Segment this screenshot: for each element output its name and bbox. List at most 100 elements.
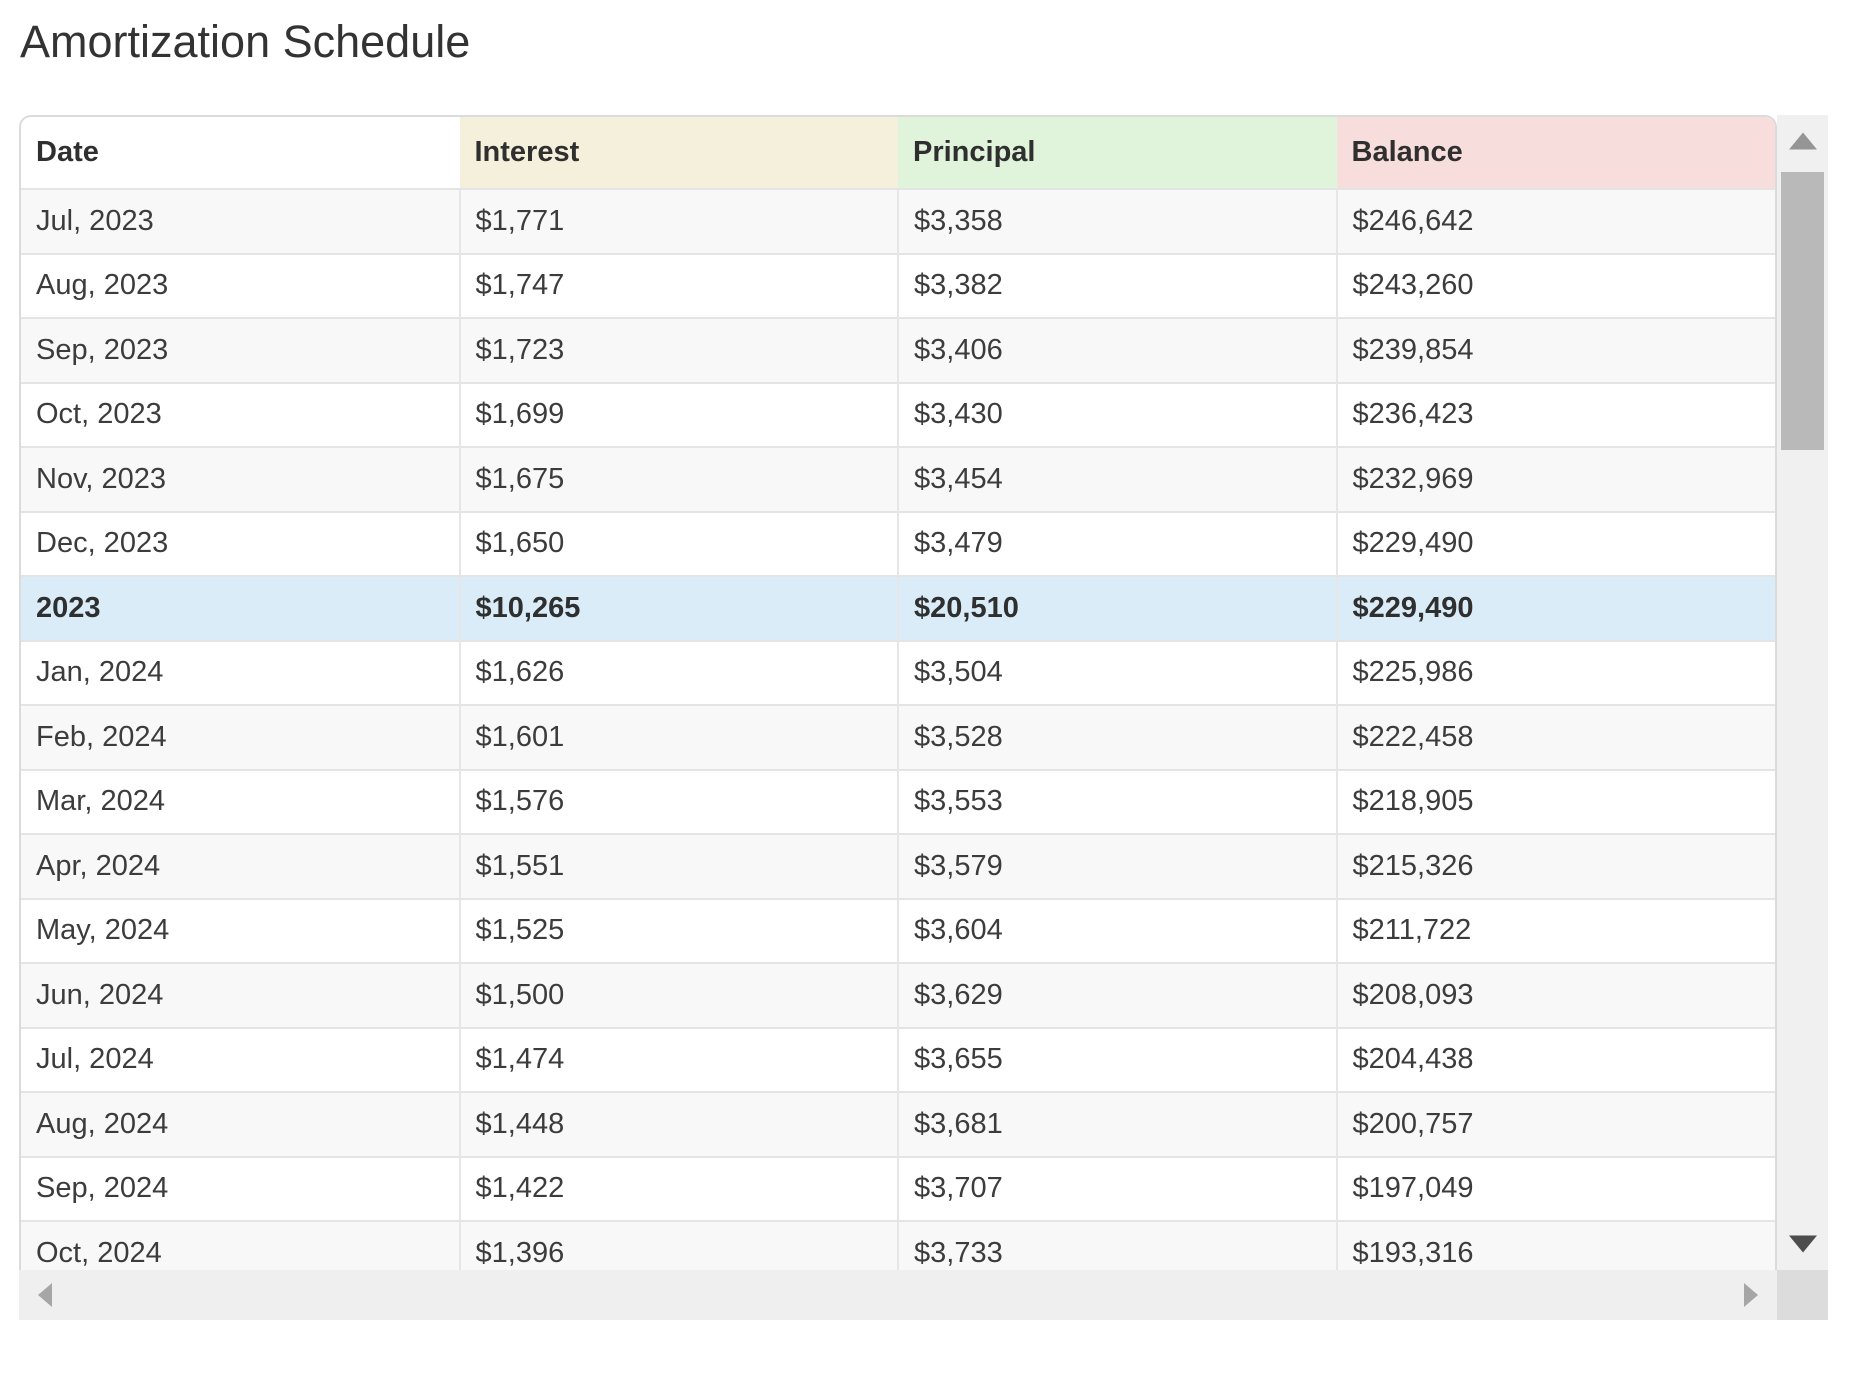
date-cell: Nov, 2023 — [21, 446, 460, 512]
balance-cell: $243,260 — [1335, 252, 1775, 318]
date-cell: Sep, 2024 — [21, 1155, 460, 1221]
interest-cell: $1,747 — [458, 252, 898, 318]
table-row: Jun, 2024 $1,500 $3,629 $208,093 — [21, 962, 1775, 1028]
date-cell: Oct, 2024 — [21, 1220, 460, 1270]
interest-cell: $1,422 — [458, 1155, 898, 1221]
date-cell: Aug, 2024 — [21, 1091, 460, 1157]
date-cell: Mar, 2024 — [21, 768, 460, 834]
scroll-up-button[interactable] — [1777, 115, 1828, 167]
arrow-right-icon — [1744, 1283, 1758, 1307]
amortization-table-widget: Date Interest Principal Balance Jul, 2023 $1… — [19, 115, 1828, 1320]
table-row: Mar, 2024 $1,576 $3,553 $218,905 — [21, 768, 1775, 834]
column-header-date: Date — [21, 117, 460, 189]
page-title: Amortization Schedule — [20, 16, 471, 67]
date-cell: Jun, 2024 — [21, 962, 460, 1028]
summary-row: 2023 $10,265 $20,510 $229,490 — [21, 575, 1775, 641]
principal-cell: $3,707 — [897, 1155, 1337, 1221]
principal-cell: $3,382 — [897, 252, 1337, 318]
interest-cell: $1,699 — [458, 381, 898, 447]
balance-cell: $204,438 — [1335, 1026, 1775, 1092]
balance-cell: $229,490 — [1335, 510, 1775, 576]
balance-cell: $208,093 — [1335, 962, 1775, 1028]
balance-cell: $239,854 — [1335, 317, 1775, 383]
balance-cell: $218,905 — [1335, 768, 1775, 834]
date-cell: Dec, 2023 — [21, 510, 460, 576]
balance-cell: $222,458 — [1335, 704, 1775, 770]
date-cell: Oct, 2023 — [21, 381, 460, 447]
principal-cell: $3,504 — [897, 639, 1337, 705]
interest-cell: $1,626 — [458, 639, 898, 705]
interest-cell: $1,500 — [458, 962, 898, 1028]
interest-cell: $10,265 — [458, 575, 898, 641]
table-row: Oct, 2024 $1,396 $3,733 $193,316 — [21, 1220, 1775, 1270]
interest-cell: $1,474 — [458, 1026, 898, 1092]
date-cell: Jul, 2023 — [21, 188, 460, 254]
principal-cell: $3,579 — [897, 833, 1337, 899]
principal-cell: $20,510 — [897, 575, 1337, 641]
table-row: Sep, 2023 $1,723 $3,406 $239,854 — [21, 317, 1775, 383]
interest-cell: $1,448 — [458, 1091, 898, 1157]
date-cell: Feb, 2024 — [21, 704, 460, 770]
principal-cell: $3,528 — [897, 704, 1337, 770]
interest-cell: $1,675 — [458, 446, 898, 512]
principal-cell: $3,629 — [897, 962, 1337, 1028]
balance-cell: $215,326 — [1335, 833, 1775, 899]
balance-cell: $246,642 — [1335, 188, 1775, 254]
balance-cell: $211,722 — [1335, 897, 1775, 963]
interest-cell: $1,650 — [458, 510, 898, 576]
table-scroll-viewport: Date Interest Principal Balance Jul, 2023 $1… — [19, 115, 1777, 1270]
arrow-up-icon — [1788, 132, 1817, 150]
table-row: Apr, 2024 $1,551 $3,579 $215,326 — [21, 833, 1775, 899]
balance-cell: $229,490 — [1335, 575, 1775, 641]
column-header-balance: Balance — [1336, 117, 1775, 189]
table-body: Jul, 2023 $1,771 $3,358 $246,642 Aug, 2023 $1… — [21, 188, 1775, 1270]
arrow-down-icon — [1788, 1235, 1817, 1253]
table-row: Sep, 2024 $1,422 $3,707 $197,049 — [21, 1155, 1775, 1221]
date-cell: Aug, 2023 — [21, 252, 460, 318]
date-cell: Sep, 2023 — [21, 317, 460, 383]
interest-cell: $1,551 — [458, 833, 898, 899]
scrollbar-corner — [1777, 1270, 1828, 1320]
vertical-scrollbar-thumb[interactable] — [1781, 172, 1824, 450]
balance-cell: $197,049 — [1335, 1155, 1775, 1221]
principal-cell: $3,454 — [897, 446, 1337, 512]
balance-cell: $236,423 — [1335, 381, 1775, 447]
table-row: Jan, 2024 $1,626 $3,504 $225,986 — [21, 639, 1775, 705]
table-row: Feb, 2024 $1,601 $3,528 $222,458 — [21, 704, 1775, 770]
scroll-down-button[interactable] — [1777, 1218, 1828, 1270]
table-row: Jul, 2023 $1,771 $3,358 $246,642 — [21, 188, 1775, 254]
scroll-right-button[interactable] — [1725, 1270, 1777, 1320]
principal-cell: $3,733 — [897, 1220, 1337, 1270]
table-row: Dec, 2023 $1,650 $3,479 $229,490 — [21, 510, 1775, 576]
amortization-table: Date Interest Principal Balance Jul, 2023 $1… — [21, 117, 1775, 1270]
interest-cell: $1,396 — [458, 1220, 898, 1270]
date-cell: Apr, 2024 — [21, 833, 460, 899]
table-row: Aug, 2024 $1,448 $3,681 $200,757 — [21, 1091, 1775, 1157]
arrow-left-icon — [38, 1283, 52, 1307]
balance-cell: $193,316 — [1335, 1220, 1775, 1270]
column-header-interest: Interest — [459, 117, 898, 189]
interest-cell: $1,601 — [458, 704, 898, 770]
header-row: Date Interest Principal Balance — [21, 117, 1775, 189]
table-row: May, 2024 $1,525 $3,604 $211,722 — [21, 897, 1775, 963]
balance-cell: $225,986 — [1335, 639, 1775, 705]
date-cell: 2023 — [21, 575, 460, 641]
table-row: Jul, 2024 $1,474 $3,655 $204,438 — [21, 1026, 1775, 1092]
horizontal-scrollbar[interactable] — [19, 1270, 1777, 1320]
date-cell: Jan, 2024 — [21, 639, 460, 705]
principal-cell: $3,430 — [897, 381, 1337, 447]
table-row: Aug, 2023 $1,747 $3,382 $243,260 — [21, 252, 1775, 318]
vertical-scrollbar[interactable] — [1777, 115, 1828, 1270]
interest-cell: $1,525 — [458, 897, 898, 963]
principal-cell: $3,406 — [897, 317, 1337, 383]
table-row: Oct, 2023 $1,699 $3,430 $236,423 — [21, 381, 1775, 447]
principal-cell: $3,553 — [897, 768, 1337, 834]
principal-cell: $3,655 — [897, 1026, 1337, 1092]
interest-cell: $1,771 — [458, 188, 898, 254]
principal-cell: $3,479 — [897, 510, 1337, 576]
table-row: Nov, 2023 $1,675 $3,454 $232,969 — [21, 446, 1775, 512]
principal-cell: $3,358 — [897, 188, 1337, 254]
balance-cell: $200,757 — [1335, 1091, 1775, 1157]
scroll-left-button[interactable] — [19, 1270, 71, 1320]
interest-cell: $1,576 — [458, 768, 898, 834]
